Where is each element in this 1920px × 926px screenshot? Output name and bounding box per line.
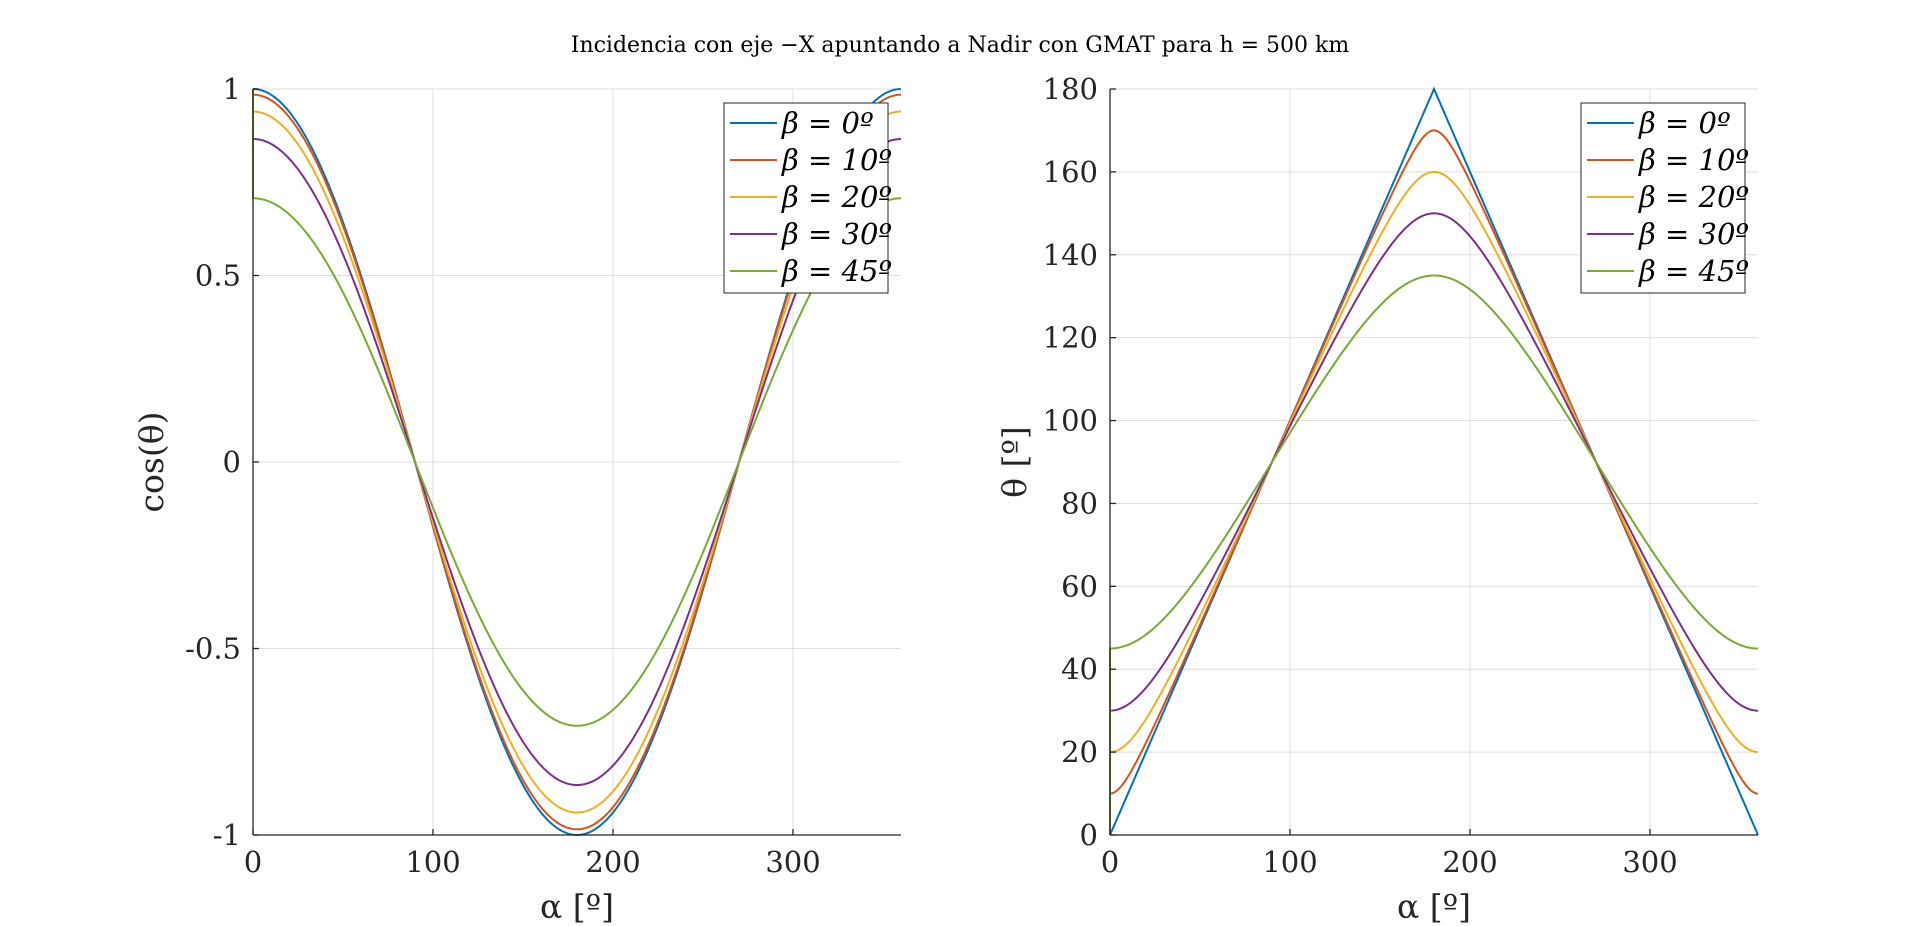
- y-tick-label: 40: [1061, 652, 1098, 686]
- legend-entry: β = 10º: [781, 143, 892, 177]
- x-tick-label: 200: [1442, 845, 1497, 879]
- y-tick-label: 60: [1061, 569, 1098, 603]
- legend-entry: β = 45º: [1638, 254, 1749, 288]
- series-line: [1109, 274, 1758, 835]
- y-axis-label: cos(θ): [132, 412, 171, 513]
- legend-entry: β = 0º: [1638, 106, 1731, 140]
- x-tick-label: 100: [405, 845, 460, 879]
- y-axis-label: θ [º]: [995, 426, 1034, 498]
- x-tick-label: 300: [765, 845, 820, 879]
- series-line: [252, 89, 902, 727]
- x-axis-label: α [º]: [540, 887, 614, 926]
- y-tick-label: 140: [1043, 238, 1098, 272]
- y-tick-label: 0: [1080, 818, 1098, 852]
- series-line: [1109, 170, 1759, 835]
- y-tick-label: 0: [223, 445, 241, 479]
- legend-entry: β = 45º: [781, 254, 892, 288]
- plot-theta: 0 100 200 300 0 20 40 60 80 100 120 140 160 180 α [º] θ…: [995, 72, 1759, 926]
- y-tick-label: 120: [1043, 321, 1098, 355]
- x-tick-label: 200: [585, 845, 640, 879]
- series-line: [252, 89, 901, 786]
- legend-entry: β = 20º: [1638, 180, 1749, 214]
- y-tick-label: 180: [1043, 72, 1098, 106]
- x-tick-label: 300: [1622, 845, 1677, 879]
- y-tick-label: 20: [1061, 735, 1098, 769]
- y-tick-label: 100: [1043, 404, 1098, 438]
- legend-entry: β = 30º: [781, 217, 892, 251]
- x-tick-label: 100: [1262, 845, 1317, 879]
- y-tick-label: -1: [213, 818, 241, 852]
- x-axis-label: α [º]: [1397, 887, 1471, 926]
- series-line: [1109, 212, 1759, 835]
- y-tick-label: 1: [223, 72, 241, 106]
- legend-entry: β = 20º: [781, 180, 892, 214]
- y-tick-label: -0.5: [185, 632, 241, 666]
- legend-entry: β = 10º: [1638, 143, 1749, 177]
- plot-cos-theta: 0 100 200 300-1-0.500.51α [º]cos(θ)β = 0ºβ …: [132, 72, 902, 926]
- legend-entry: β = 0º: [781, 106, 874, 140]
- x-tick-label: 0: [1101, 845, 1119, 879]
- figure-title: Incidencia con eje −X apuntando a Nadir …: [571, 33, 1350, 58]
- series-line: [1109, 129, 1759, 835]
- y-tick-label: 160: [1043, 155, 1098, 189]
- x-tick-label: 0: [244, 845, 262, 879]
- y-tick-label: 0.5: [195, 259, 241, 293]
- y-tick-label: 80: [1061, 486, 1098, 520]
- legend-entry: β = 30º: [1638, 217, 1749, 251]
